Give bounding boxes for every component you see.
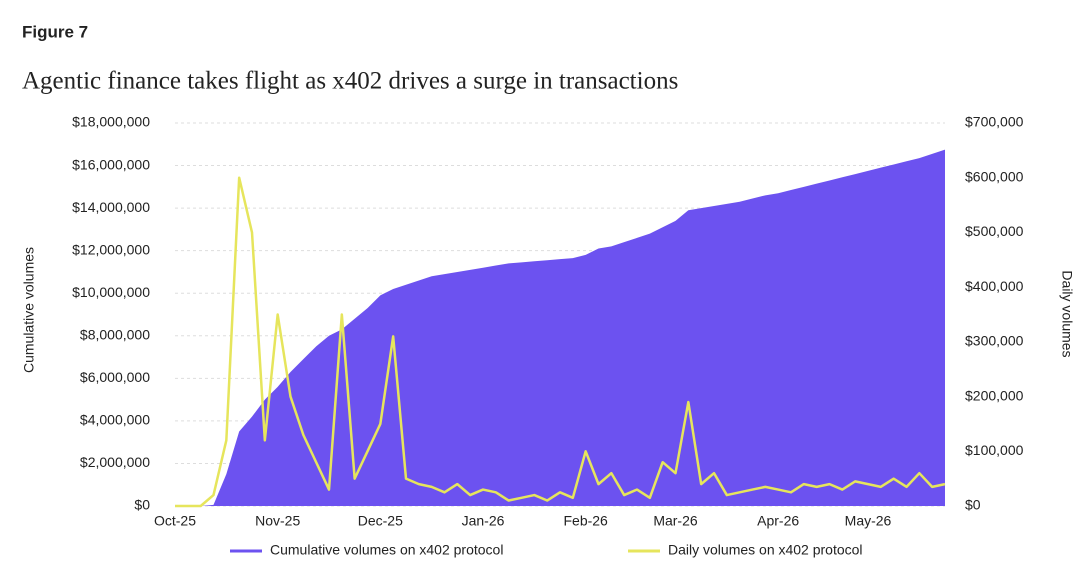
y-tick-label: $10,000,000	[72, 284, 150, 300]
legend-label: Daily volumes on x402 protocol	[668, 542, 863, 558]
figure-label: Figure 7	[22, 22, 88, 41]
y-tick-label: $16,000,000	[72, 156, 150, 172]
y2-tick-label: $200,000	[965, 387, 1024, 403]
x-tick-label: Apr-26	[757, 513, 799, 529]
y2-tick-label: $300,000	[965, 333, 1024, 349]
legend-label: Cumulative volumes on x402 protocol	[270, 542, 503, 558]
x-tick-label: Feb-26	[563, 513, 608, 529]
line	[175, 176, 946, 508]
y-tick-label: $14,000,000	[72, 199, 150, 215]
y-tick-label: $0	[134, 497, 150, 513]
y-tick-label: $12,000,000	[72, 241, 150, 257]
y2-tick-label: $700,000	[965, 114, 1024, 130]
x-tick-label: Oct-25	[154, 513, 196, 529]
y2-tick-label: $0	[965, 497, 981, 513]
y-tick-label: $8,000,000	[80, 326, 150, 342]
x-tick-label: Nov-25	[255, 513, 300, 529]
y-tick-label: $2,000,000	[80, 454, 150, 470]
y2-tick-label: $600,000	[965, 168, 1024, 184]
x-tick-label: Mar-26	[653, 513, 698, 529]
y2-axis-label: Daily volumes	[1059, 270, 1075, 357]
y2-tick-label: $100,000	[965, 442, 1024, 458]
x-tick-label: Jan-26	[462, 513, 505, 529]
x-tick-label: Dec-25	[358, 513, 403, 529]
area	[175, 149, 945, 506]
y2-tick-label: $400,000	[965, 278, 1024, 294]
y-axis-label: Cumulative volumes	[21, 247, 37, 373]
y-tick-label: $6,000,000	[80, 369, 150, 385]
y2-tick-label: $500,000	[965, 223, 1024, 239]
chart-title: Agentic finance takes flight as x402 dri…	[22, 68, 678, 95]
y-tick-label: $4,000,000	[80, 412, 150, 428]
y-tick-label: $18,000,000	[72, 114, 150, 130]
x-tick-label: May-26	[845, 513, 892, 529]
